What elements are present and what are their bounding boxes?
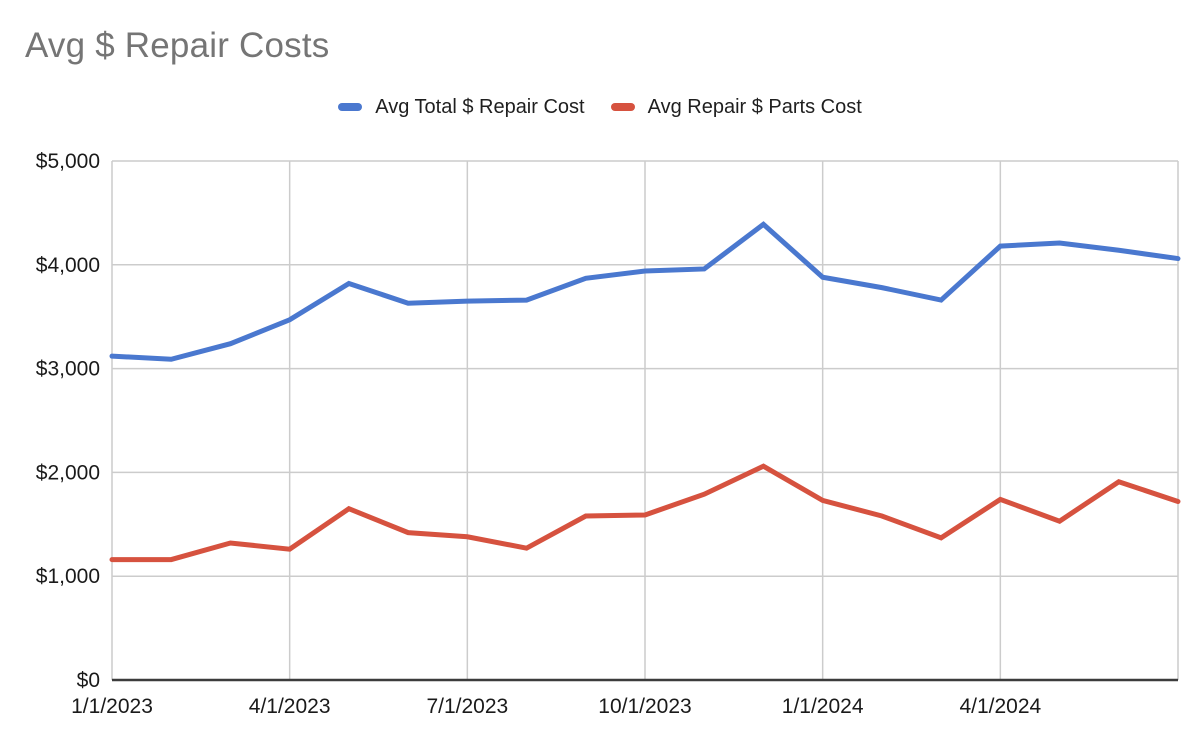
legend: Avg Total $ Repair Cost Avg Repair $ Par…: [0, 94, 1200, 120]
chart-title: Avg $ Repair Costs: [25, 26, 330, 65]
x-axis-label: 7/1/2023: [426, 695, 508, 718]
series-swatch-total-icon: [338, 103, 363, 111]
y-axis-label: $5,000: [36, 150, 100, 173]
x-axis-label: 10/1/2023: [598, 695, 691, 718]
y-axis-label: $2,000: [36, 461, 100, 484]
legend-item-avg-total-repair-cost[interactable]: Avg Total $ Repair Cost: [338, 95, 585, 119]
series-line-0: [109, 221, 1181, 362]
plot-area: $0 $1,000 $2,000 $3,000 $4,000 $5,000 1/1/2023…: [36, 150, 1181, 718]
series-swatch-parts-icon: [610, 103, 635, 111]
y-axis-label: $1,000: [36, 565, 100, 588]
legend-label-avg-total-repair-cost: Avg Total $ Repair Cost: [375, 95, 585, 118]
legend-label-avg-repair-parts-cost: Avg Repair $ Parts Cost: [647, 95, 862, 118]
legend-item-avg-repair-parts-cost[interactable]: Avg Repair $ Parts Cost: [610, 95, 862, 119]
x-axis-label: 1/1/2023: [71, 695, 153, 718]
y-axis-label: $4,000: [36, 254, 100, 277]
y-axis-label: $3,000: [36, 358, 100, 381]
y-axis-label: $0: [77, 669, 100, 692]
x-axis-label: 1/1/2024: [782, 695, 864, 718]
series-line-1: [109, 463, 1181, 563]
x-axis-label: 4/1/2023: [249, 695, 331, 718]
x-axis-label: 4/1/2024: [959, 695, 1041, 718]
